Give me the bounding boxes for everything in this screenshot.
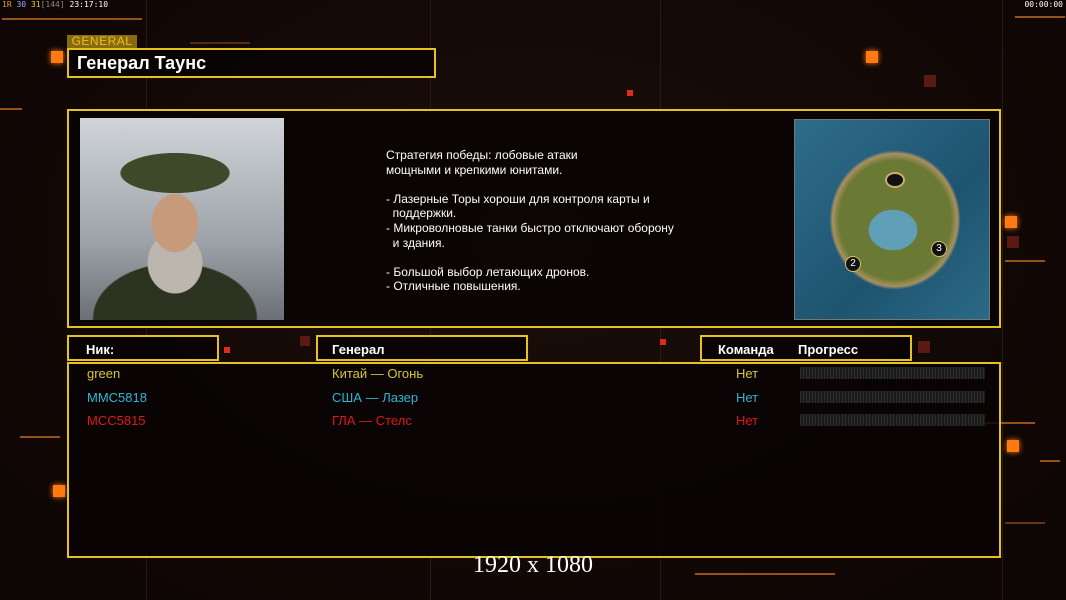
- stat-c: 31: [30, 0, 41, 9]
- stat-d: [144]: [40, 0, 65, 9]
- player-general: Китай — Огонь: [332, 366, 424, 381]
- map-crater: [885, 172, 905, 188]
- description-line: - Отличные повышения.: [386, 279, 521, 294]
- general-portrait: [80, 118, 284, 320]
- player-nick: green: [87, 366, 121, 381]
- minimap: 2 3: [794, 119, 990, 320]
- stat-b: 30: [16, 0, 27, 9]
- player-general: ГЛА — Стелс: [332, 413, 412, 428]
- player-team: Нет: [736, 366, 759, 381]
- progress-header-label: Прогресс: [798, 342, 859, 357]
- column-header-team-progress: Команда Прогресс: [700, 335, 912, 361]
- stat-a: 1R: [2, 0, 12, 9]
- general-info-panel: Стратегия победы: лобовые атаки мощными …: [67, 109, 1001, 328]
- strategy-description: Стратегия победы: лобовые атаки мощными …: [386, 148, 786, 294]
- description-spacer: [386, 177, 786, 192]
- description-line: Стратегия победы: лобовые атаки: [386, 148, 578, 162]
- clock: 23:17:10: [69, 0, 109, 9]
- player-progress-bar: [800, 414, 985, 426]
- player-team: Нет: [736, 413, 759, 428]
- description-spacer: [386, 250, 786, 265]
- resolution-label: 1920 x 1080: [473, 552, 593, 578]
- general-header-label: Генерал: [332, 342, 385, 357]
- map-marker: 2: [845, 256, 861, 272]
- description-line: - Большой выбор летающих дронов.: [386, 264, 590, 279]
- description-line: поддержки.: [386, 206, 457, 221]
- player-progress-bar: [800, 390, 985, 403]
- player-progress-bar: [800, 367, 985, 379]
- player-general: США — Лазер: [332, 389, 419, 405]
- map-marker: 3: [931, 241, 947, 257]
- fps-stats: 1R 30 31[144] 23:17:10: [2, 0, 108, 9]
- nick-header-label: Ник:: [86, 342, 115, 357]
- page-title: Генерал Таунс: [77, 53, 207, 73]
- general-tag: GENERAL: [67, 35, 137, 48]
- description-line: мощными и крепкими юнитами.: [386, 162, 563, 177]
- game-timer: 00:00:00: [1024, 0, 1063, 9]
- column-header-nick: Ник:: [67, 335, 219, 361]
- player-nick: MMC5818: [87, 389, 147, 405]
- description-line: - Лазерные Торы хороши для контроля карт…: [386, 191, 650, 206]
- description-line: и здания.: [386, 235, 445, 250]
- column-header-general: Генерал: [316, 335, 528, 361]
- description-line: - Микроволновые танки быстро отключают о…: [386, 220, 674, 235]
- player-nick: MCC5815: [87, 413, 146, 428]
- team-header-label: Команда: [718, 342, 774, 357]
- title-box: Генерал Таунс: [67, 48, 436, 78]
- player-team: Нет: [736, 389, 759, 405]
